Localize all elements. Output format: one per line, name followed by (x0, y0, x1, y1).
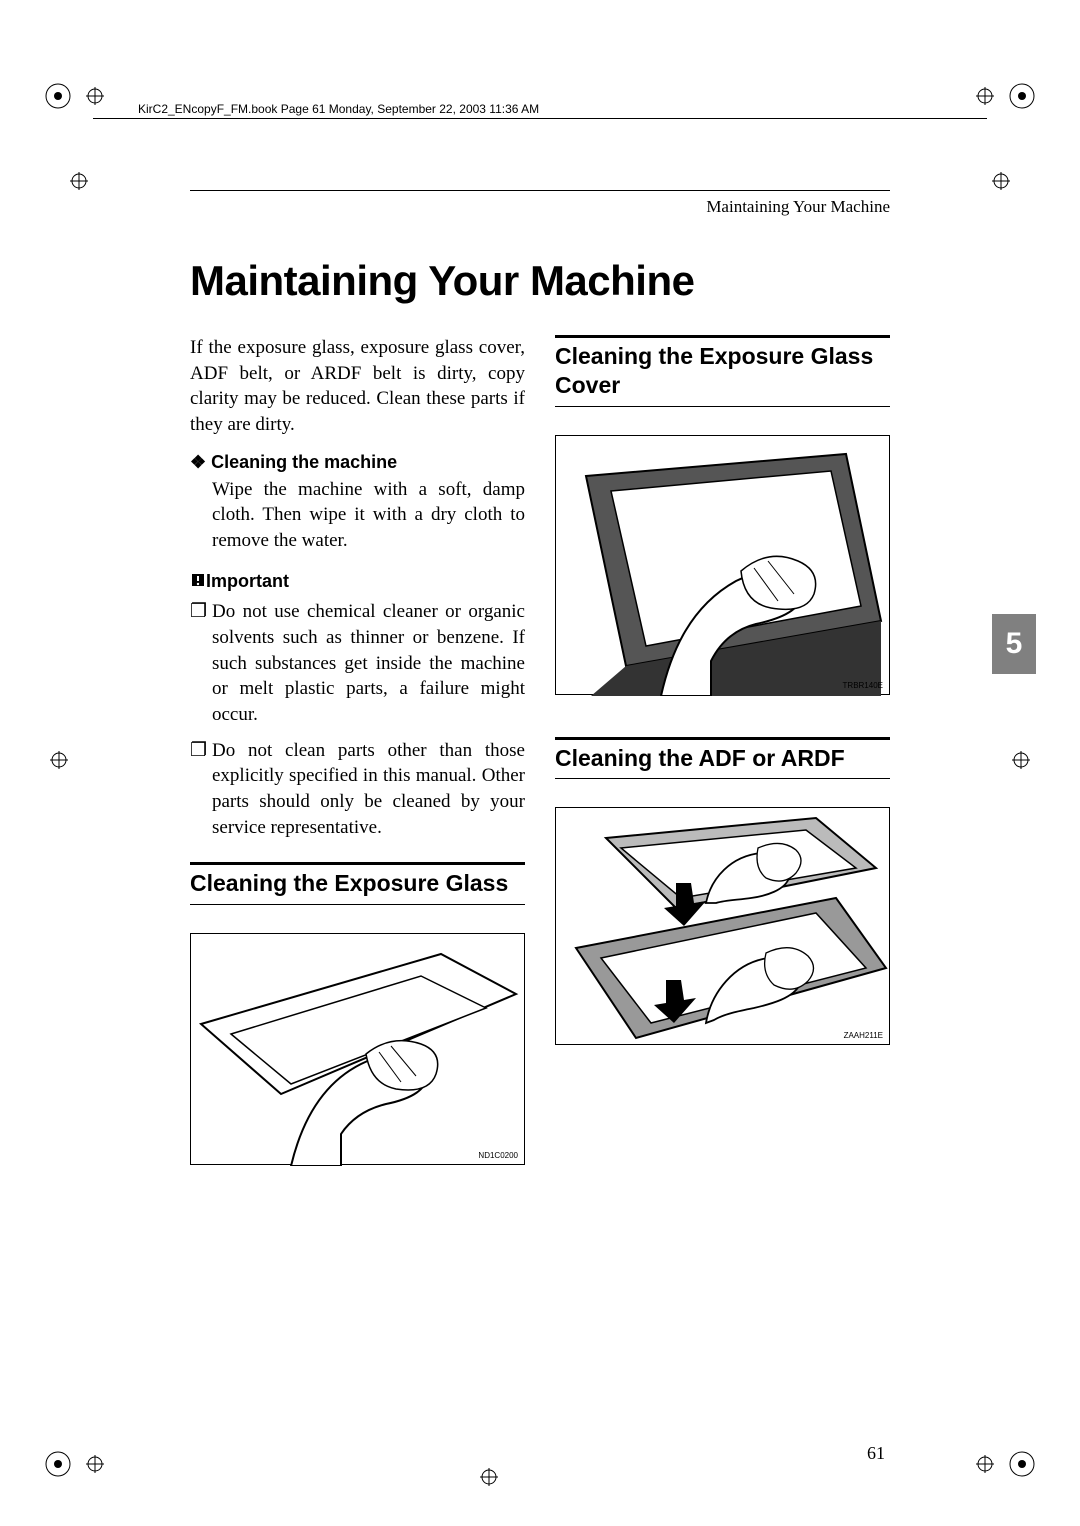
section-exposure-glass: Cleaning the Exposure Glass (190, 862, 525, 905)
registration-mark (50, 751, 68, 769)
registration-mark (1012, 751, 1030, 769)
figure-exposure-glass: ND1C0200 (190, 933, 525, 1165)
chapter-tab: 5 (992, 614, 1036, 674)
important-icon (190, 572, 206, 593)
right-column: Cleaning the Exposure Glass Cover TRBR14… (555, 335, 890, 1165)
intro-paragraph: If the exposure glass, exposure glass co… (190, 335, 525, 438)
cleaning-machine-body: Wipe the machine with a soft, damp cloth… (212, 477, 525, 554)
page-number: 61 (867, 1443, 885, 1464)
section-adf: Cleaning the ADF or ARDF (555, 737, 890, 780)
page-title: Maintaining Your Machine (190, 257, 890, 305)
registration-mark (992, 172, 1010, 190)
section-exposure-glass-cover: Cleaning the Exposure Glass Cover (555, 335, 890, 407)
registration-mark (86, 87, 104, 105)
header-rule (93, 118, 987, 119)
crop-mark (42, 1448, 74, 1480)
figure-adf: ZAAH211E (555, 807, 890, 1045)
registration-mark (976, 87, 994, 105)
important-item-2: Do not clean parts other than those expl… (212, 738, 525, 841)
registration-mark (976, 1455, 994, 1473)
registration-mark (86, 1455, 104, 1473)
important-item-1: Do not use chemical cleaner or organic s… (212, 599, 525, 727)
important-heading: Important (190, 571, 525, 593)
registration-mark (480, 1468, 498, 1486)
figure-caption-1: ND1C0200 (478, 1151, 518, 1160)
figure-caption-3: ZAAH211E (844, 1031, 883, 1040)
registration-mark (70, 172, 88, 190)
figure-caption-2: TRBR140E (843, 681, 883, 690)
crop-mark (1006, 80, 1038, 112)
figure-exposure-glass-cover: TRBR140E (555, 435, 890, 695)
left-column: If the exposure glass, exposure glass co… (190, 335, 525, 1165)
crop-mark (1006, 1448, 1038, 1480)
top-rule (190, 190, 890, 191)
running-head: Maintaining Your Machine (190, 197, 890, 217)
crop-mark (42, 80, 74, 112)
page-body: Maintaining Your Machine Maintaining You… (190, 190, 890, 1165)
cleaning-machine-heading: Cleaning the machine (190, 452, 525, 473)
important-label: Important (206, 571, 289, 591)
source-file-note: KirC2_ENcopyF_FM.book Page 61 Monday, Se… (138, 102, 539, 116)
